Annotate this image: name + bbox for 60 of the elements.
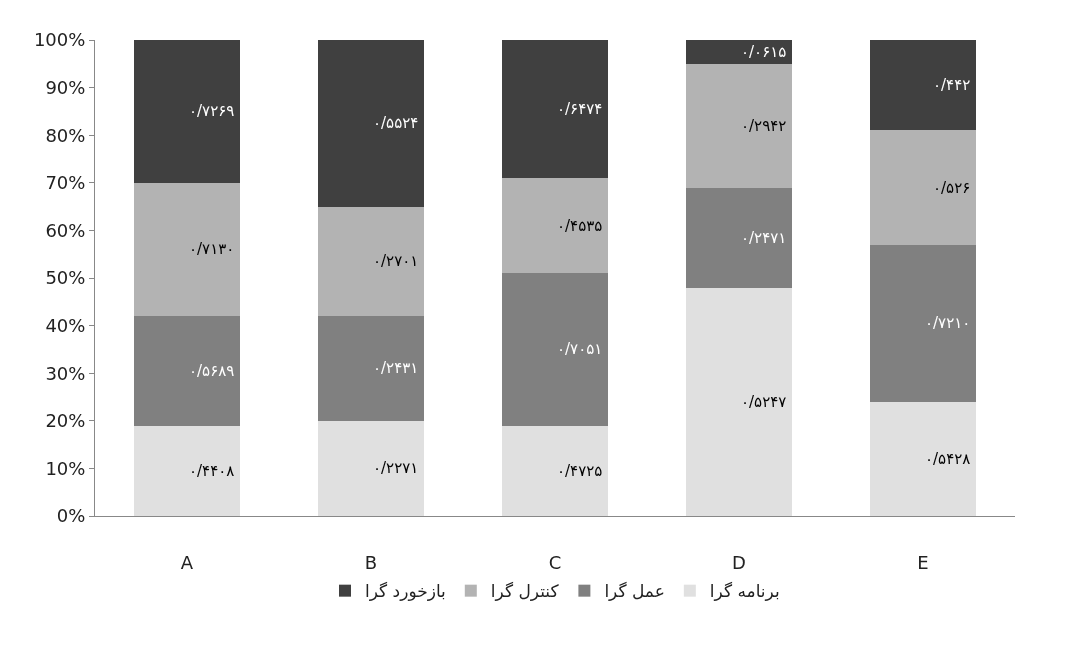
- x-tick-label: B: [364, 551, 378, 573]
- bar: [133, 40, 241, 183]
- y-tick-label: 70%: [45, 172, 86, 194]
- data-label: ۰/۲۴۳۱: [373, 359, 419, 377]
- data-label: ۰/۷۲۱۰: [925, 314, 971, 332]
- legend-label: عمل گرا: [604, 581, 665, 602]
- y-tick-label: 40%: [45, 314, 86, 336]
- bar: [501, 178, 609, 274]
- data-label: ۰/۴۷۲۵: [557, 462, 603, 480]
- x-tick-label: A: [180, 551, 194, 573]
- data-label: ۰/۲۹۴۲: [741, 117, 787, 135]
- bar: [685, 63, 793, 188]
- bar: [501, 273, 609, 426]
- data-label: ۰/۴۴۰۸: [189, 462, 235, 480]
- bar: [317, 40, 425, 207]
- data-label: ۰/۴۵۳۵: [557, 217, 603, 235]
- data-label: ۰/۵۴۲۸: [925, 450, 971, 468]
- legend-label: بازخورد گرا: [365, 581, 446, 602]
- bar: [685, 40, 793, 64]
- x-tick-label: D: [732, 551, 746, 573]
- bar: [869, 401, 977, 516]
- data-label: ۰/۷۰۵۱: [557, 340, 603, 358]
- data-label: ۰/۲۷۰۱: [373, 252, 419, 270]
- x-tick-label: E: [917, 551, 929, 573]
- bar: [685, 187, 793, 288]
- legend-label: برنامه گرا: [709, 581, 780, 602]
- bar: [133, 425, 241, 516]
- data-label: ۰/۲۴۷۱: [741, 229, 787, 247]
- bar: [501, 425, 609, 516]
- data-label: ۰/۵۵۲۴: [373, 114, 419, 132]
- data-label: ۰/۴۴۲: [933, 76, 971, 94]
- bar: [317, 420, 425, 516]
- data-label: ۰/۵۲۴۷: [741, 393, 787, 411]
- y-tick-label: 20%: [45, 410, 86, 432]
- data-label: ۰/۷۱۳۰: [189, 240, 235, 258]
- y-tick-label: 60%: [45, 219, 86, 241]
- y-tick-label: 50%: [45, 267, 86, 289]
- legend-label: کنترل گرا: [490, 581, 560, 602]
- bar: [133, 182, 241, 317]
- data-label: ۰/۵۲۶: [933, 179, 971, 197]
- bar: [685, 287, 793, 516]
- y-tick-label: 0%: [56, 505, 86, 527]
- y-tick-label: 100%: [33, 29, 86, 51]
- data-label: ۰/۰۶۱۵: [741, 43, 787, 61]
- bar: [869, 40, 977, 131]
- bar: [317, 316, 425, 421]
- data-label: ۰/۵۶۸۹: [189, 362, 235, 380]
- data-label: ۰/۶۴۷۴: [557, 100, 603, 118]
- x-tick-label: C: [548, 551, 562, 573]
- y-tick-label: 90%: [45, 76, 86, 98]
- bar: [501, 40, 609, 179]
- y-tick-label: 10%: [45, 457, 86, 479]
- data-label: ۰/۲۲۷۱: [373, 459, 419, 477]
- bar: [869, 244, 977, 402]
- bar: [133, 316, 241, 426]
- data-label: ۰/۷۲۶۹: [189, 102, 235, 120]
- y-tick-label: 80%: [45, 124, 86, 146]
- bar: [317, 206, 425, 317]
- y-tick-label: 30%: [45, 362, 86, 384]
- bar: [869, 130, 977, 245]
